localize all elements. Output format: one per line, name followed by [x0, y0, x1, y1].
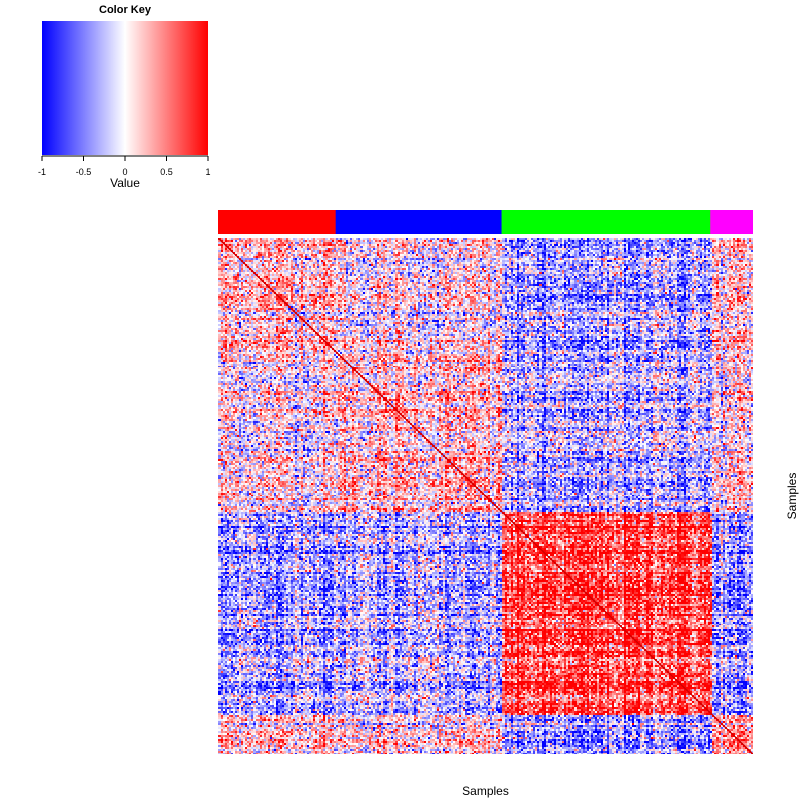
group-color-segment — [335, 210, 503, 234]
group-color-segment — [710, 210, 753, 234]
color-key-title: Color Key — [99, 4, 151, 16]
diagonal-line — [218, 238, 753, 754]
group-color-segment — [218, 210, 337, 234]
heatmap-diagonal — [218, 238, 753, 754]
color-key-gradient — [42, 21, 208, 155]
group-color-segment — [501, 210, 711, 234]
group-color-bar — [218, 210, 753, 234]
color-key-label: Value — [110, 176, 140, 190]
x-axis-label: Samples — [462, 784, 509, 798]
y-axis-label: Samples — [785, 472, 799, 520]
